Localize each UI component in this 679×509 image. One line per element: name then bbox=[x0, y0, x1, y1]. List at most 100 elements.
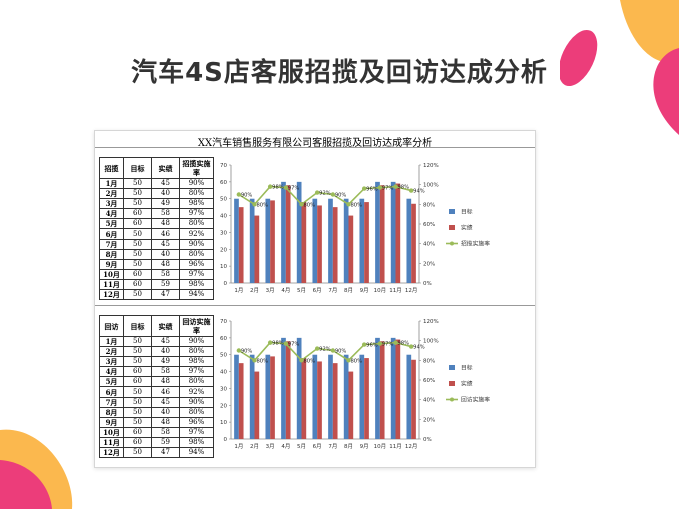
actual-bar bbox=[285, 341, 291, 439]
month-cell: 5月 bbox=[99, 218, 124, 230]
legend-swatch bbox=[449, 209, 455, 214]
y-tick-label: 70 bbox=[220, 319, 227, 325]
y2-tick-label: 40% bbox=[423, 398, 435, 404]
table-row: 8月 50 40 80% bbox=[99, 406, 214, 418]
month-cell: 4月 bbox=[99, 208, 124, 220]
rate-point bbox=[408, 344, 414, 349]
y-tick-label: 10 bbox=[220, 420, 227, 426]
actual-bar bbox=[317, 205, 322, 283]
target-bar bbox=[328, 198, 333, 283]
value-cell: 97% bbox=[179, 366, 214, 378]
value-cell: 50 bbox=[123, 386, 152, 398]
table-row: 6月 50 46 92% bbox=[99, 386, 214, 398]
y-tick-label: 50 bbox=[220, 197, 227, 203]
value-cell: 90% bbox=[179, 238, 214, 250]
value-cell: 94% bbox=[179, 289, 214, 301]
actual-bar bbox=[254, 215, 260, 283]
y2-tick-label: 80% bbox=[423, 202, 435, 208]
y-tick-label: 20 bbox=[220, 403, 227, 409]
value-cell: 46 bbox=[151, 228, 180, 240]
rate-data-label: 98% bbox=[398, 341, 410, 347]
target-bar bbox=[359, 354, 365, 439]
x-tick-label: 10月 bbox=[374, 443, 387, 450]
actual-bar bbox=[238, 207, 244, 283]
rate-data-label: 96% bbox=[366, 343, 378, 349]
x-tick-label: 9月 bbox=[360, 287, 369, 294]
y-tick-label: 0 bbox=[224, 281, 228, 287]
value-cell: 48 bbox=[151, 376, 180, 388]
value-cell: 90% bbox=[179, 177, 214, 190]
actual-bar bbox=[301, 358, 307, 439]
value-cell: 45 bbox=[151, 238, 180, 250]
actual-bar bbox=[364, 358, 369, 439]
table-row: 1月 50 45 90% bbox=[99, 177, 214, 190]
legend-label: 实绩 bbox=[461, 380, 473, 388]
x-tick-label: 9月 bbox=[360, 443, 369, 450]
rate-data-label: 80% bbox=[351, 202, 363, 208]
table-row: 5月 60 48 80% bbox=[99, 218, 214, 230]
x-tick-label: 1月 bbox=[234, 443, 243, 450]
table-row: 4月 60 58 97% bbox=[99, 208, 214, 220]
decor-bottom-left bbox=[0, 429, 73, 509]
target-bar bbox=[406, 354, 412, 439]
rate-point bbox=[393, 340, 398, 345]
y-tick-label: 20 bbox=[220, 247, 227, 253]
table-row: 10月 60 58 97% bbox=[99, 426, 214, 438]
value-cell: 50 bbox=[123, 289, 152, 301]
value-cell: 48 bbox=[151, 416, 180, 428]
section-divider bbox=[95, 147, 535, 148]
rate-data-label: 97% bbox=[382, 186, 394, 192]
y2-tick-label: 120% bbox=[423, 163, 439, 169]
value-cell: 94% bbox=[179, 447, 214, 459]
target-bar bbox=[281, 337, 286, 439]
rate-point bbox=[361, 342, 367, 347]
value-cell: 58 bbox=[151, 268, 180, 280]
rate-point bbox=[377, 185, 383, 190]
target-bar bbox=[359, 198, 365, 283]
x-tick-label: 7月 bbox=[328, 443, 337, 450]
value-cell: 80% bbox=[179, 188, 214, 200]
table-row: 5月 60 48 80% bbox=[99, 376, 214, 388]
value-cell: 60 bbox=[123, 366, 152, 378]
table-row: 3月 50 49 98% bbox=[99, 198, 214, 210]
value-cell: 58 bbox=[151, 208, 180, 220]
target-bar bbox=[328, 354, 333, 439]
y2-tick-label: 20% bbox=[423, 261, 435, 267]
rate-point bbox=[314, 346, 320, 351]
x-tick-label: 10月 bbox=[374, 287, 387, 294]
legend-label: 招揽实施率 bbox=[461, 240, 490, 248]
y2-tick-label: 60% bbox=[423, 222, 435, 228]
table-row: 4月 60 58 97% bbox=[99, 366, 214, 378]
target-bar bbox=[296, 181, 302, 283]
rate-point bbox=[346, 202, 351, 207]
slide-title: 汽车4S店客服招揽及回访达成分析 bbox=[131, 58, 548, 88]
rate-line bbox=[238, 341, 412, 362]
table-row: 6月 50 46 92% bbox=[99, 228, 214, 240]
legend-label: 实绩 bbox=[461, 224, 473, 232]
value-cell: 98% bbox=[179, 198, 214, 210]
month-cell: 4月 bbox=[99, 366, 124, 378]
pink-petal-shape bbox=[560, 29, 598, 87]
value-cell: 92% bbox=[179, 386, 214, 398]
rate-data-label: 92% bbox=[319, 191, 331, 197]
x-tick-label: 7月 bbox=[328, 287, 337, 294]
x-tick-label: 3月 bbox=[266, 287, 275, 294]
y2-tick-label: 80% bbox=[423, 358, 435, 364]
x-tick-label: 1月 bbox=[234, 287, 243, 294]
value-cell: 50 bbox=[123, 335, 152, 348]
rate-data-label: 90% bbox=[335, 193, 347, 199]
target-bar bbox=[375, 337, 380, 439]
actual-bar bbox=[317, 361, 322, 439]
table-row: 12月 50 47 94% bbox=[99, 289, 214, 301]
value-cell: 98% bbox=[179, 356, 214, 368]
value-cell: 60 bbox=[123, 208, 152, 220]
table-row: 11月 60 59 98% bbox=[99, 278, 214, 291]
rate-data-label: 92% bbox=[319, 347, 331, 353]
table-row: 11月 60 59 98% bbox=[99, 436, 214, 449]
y2-tick-label: 100% bbox=[423, 339, 439, 345]
x-tick-label: 8月 bbox=[344, 443, 353, 450]
value-cell: 50 bbox=[123, 356, 152, 368]
month-cell: 2月 bbox=[99, 188, 124, 200]
x-tick-label: 3月 bbox=[266, 443, 275, 450]
y-tick-label: 0 bbox=[224, 437, 228, 443]
